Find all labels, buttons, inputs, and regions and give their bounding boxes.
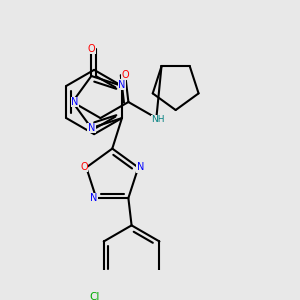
Text: N: N: [90, 193, 98, 203]
Text: N: N: [137, 163, 144, 172]
Text: O: O: [122, 70, 129, 80]
Text: N: N: [71, 97, 78, 107]
Text: N: N: [88, 123, 95, 133]
Text: O: O: [88, 44, 95, 54]
Text: N: N: [118, 80, 126, 90]
Text: Cl: Cl: [89, 292, 99, 300]
Text: NH: NH: [151, 115, 164, 124]
Text: O: O: [80, 162, 88, 172]
